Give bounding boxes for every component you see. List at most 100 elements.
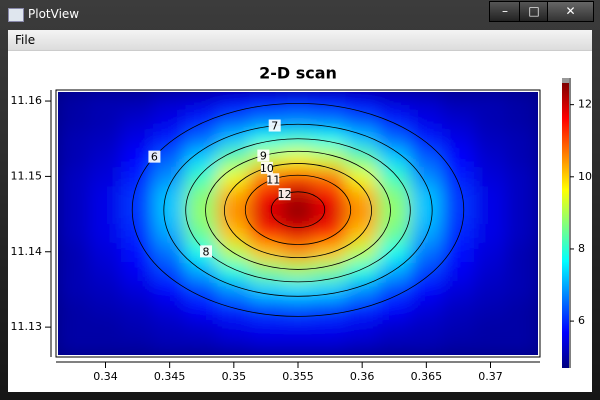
heatmap-clip: [58, 92, 538, 355]
heatmap-cell: [441, 260, 475, 281]
contour-label-bg: [260, 161, 273, 174]
heatmap-cell: [58, 241, 90, 262]
heatmap-cell: [345, 92, 379, 111]
heatmap-cell: [473, 185, 508, 206]
heatmap-cell: [377, 204, 411, 224]
x-tick-label: 0.355: [282, 370, 314, 383]
heatmap-cell: [121, 109, 155, 130]
heatmap-cell: [409, 241, 443, 262]
heatmap-cell: [281, 279, 315, 300]
heatmap-cell: [217, 128, 251, 149]
contour-label-bg: [267, 173, 280, 186]
heatmap-cell: [121, 92, 155, 111]
x-tick-label: 0.36: [350, 370, 375, 383]
heatmap-cell: [185, 128, 219, 149]
heatmap-cell: [441, 241, 475, 262]
heatmap-cell: [217, 279, 251, 300]
heatmap-cell: [377, 241, 411, 262]
heatmap-cell: [281, 260, 315, 281]
title-bar: PlotView – □ ✕: [0, 0, 600, 30]
heatmap-cell: [506, 204, 538, 224]
heatmap-cell: [88, 147, 123, 168]
heatmap-cell: [345, 336, 379, 355]
heatmap-cell: [506, 128, 538, 149]
heatmap-cell: [121, 241, 155, 262]
contour-line: [223, 163, 373, 259]
heatmap-cell: [313, 241, 347, 262]
close-button[interactable]: ✕: [547, 1, 594, 22]
heatmap-cell: [58, 166, 90, 187]
heatmap-cell: [249, 128, 283, 149]
app-icon: [8, 8, 24, 22]
heatmap-cell: [313, 223, 347, 243]
heatmap-cell: [281, 109, 315, 130]
heatmap-cell: [58, 298, 90, 319]
heatmap-cell: [121, 260, 155, 281]
heatmap-cell: [88, 260, 123, 281]
heatmap-cell: [88, 223, 123, 243]
heatmap-cell: [217, 317, 251, 338]
heatmap-cell: [185, 147, 219, 168]
heatmap-cell: [217, 147, 251, 168]
heatmap-cell: [217, 336, 251, 355]
heatmap-cell: [409, 128, 443, 149]
contour-label: 8: [203, 245, 210, 258]
heatmap-cell: [121, 223, 155, 243]
contour-line: [131, 102, 465, 317]
heatmap-cell: [153, 298, 187, 319]
y-tick-label: 11.13: [11, 320, 43, 333]
heatmap-cell: [217, 109, 251, 130]
contour-label-bg: [148, 150, 161, 163]
contour-label: 6: [151, 151, 158, 164]
contour-line: [270, 191, 326, 228]
heatmap-cell: [441, 92, 475, 111]
heatmap-cell: [88, 92, 123, 111]
colorbar-tick-label: 8: [578, 242, 585, 255]
heatmap-cell: [441, 298, 475, 319]
heatmap-cell: [281, 336, 315, 355]
heatmap-cell: [345, 223, 379, 243]
heatmap-cell: [313, 260, 347, 281]
heatmap-cell: [249, 204, 283, 224]
menu-bar: File: [8, 30, 592, 51]
heatmap-cell: [153, 317, 187, 338]
contour-label-bg: [200, 245, 213, 258]
heatmap-cell: [473, 336, 508, 355]
heatmap-cell: [473, 223, 508, 243]
heatmap-cell: [345, 185, 379, 206]
heatmap-cell: [377, 336, 411, 355]
contour-line: [205, 150, 391, 270]
heatmap-cell: [313, 109, 347, 130]
contour-label: 7: [271, 120, 278, 133]
heatmap-cell: [249, 185, 283, 206]
heatmap-cell: [185, 298, 219, 319]
menu-item[interactable]: File: [15, 33, 36, 47]
heatmap-cell: [441, 204, 475, 224]
heatmap-cell: [473, 298, 508, 319]
heatmap-cell: [377, 317, 411, 338]
contour-label: 12: [278, 188, 292, 201]
heatmap-cell: [473, 166, 508, 187]
heatmap-cell: [506, 260, 538, 281]
heatmap-cell: [473, 128, 508, 149]
heatmap-cell: [313, 147, 347, 168]
heatmap-cell: [345, 109, 379, 130]
heatmap-cell: [441, 147, 475, 168]
heatmap-cell: [88, 109, 123, 130]
heatmap-cell: [506, 317, 538, 338]
heatmap-cell: [281, 147, 315, 168]
heatmap-cell: [345, 147, 379, 168]
heatmap-cell: [377, 128, 411, 149]
heatmap-cell: [506, 279, 538, 300]
x-tick-label: 0.37: [478, 370, 503, 383]
x-tick-label: 0.34: [93, 370, 118, 383]
contour-label: 11: [266, 173, 280, 186]
heatmap-cell: [88, 185, 123, 206]
heatmap-cell: [58, 147, 90, 168]
heatmap-cell: [153, 279, 187, 300]
heatmap-cell: [409, 204, 443, 224]
heatmap-cell: [473, 109, 508, 130]
heatmap-cell: [441, 185, 475, 206]
